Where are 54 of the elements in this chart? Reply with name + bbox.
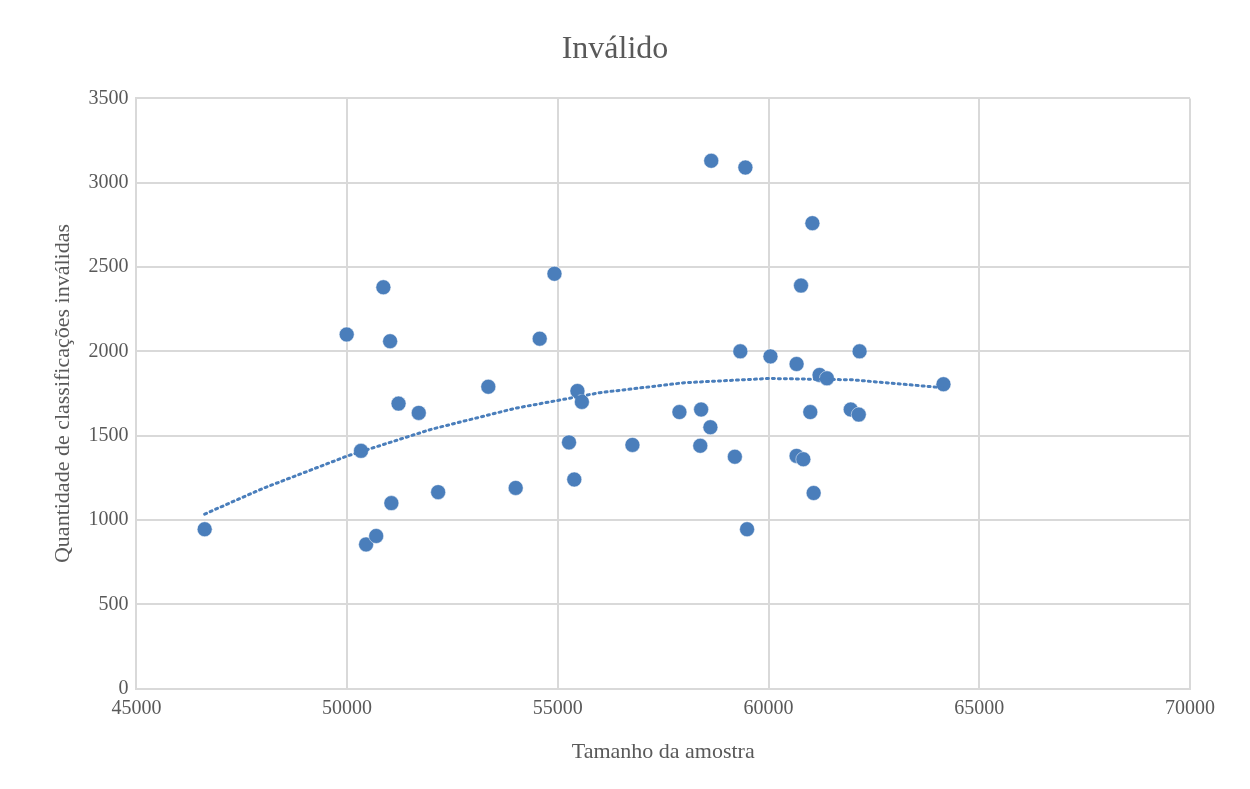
point <box>762 348 779 365</box>
x-tick-label: 55000 <box>532 695 583 718</box>
point <box>805 485 822 501</box>
point <box>935 376 952 392</box>
point <box>561 434 577 451</box>
point <box>358 536 374 553</box>
point <box>368 528 384 544</box>
point <box>566 471 583 488</box>
point <box>624 437 641 453</box>
point <box>480 379 497 395</box>
point <box>727 448 743 465</box>
x-tick-label: 60000 <box>743 695 794 718</box>
point <box>802 404 819 420</box>
x-tick-label: 50000 <box>322 695 373 718</box>
point <box>531 330 548 347</box>
point <box>383 495 400 511</box>
point <box>737 159 754 176</box>
point <box>507 480 524 496</box>
point <box>851 406 867 423</box>
point <box>692 438 709 454</box>
point <box>703 153 719 169</box>
y-tick-label: 3500 <box>88 85 129 108</box>
point <box>732 343 749 360</box>
x-axis-title: Tamanho da amostra <box>571 737 755 763</box>
point <box>795 451 812 468</box>
y-tick-label: 2000 <box>88 338 129 361</box>
chart-title: Inválido <box>561 28 669 65</box>
point <box>693 401 709 418</box>
point <box>804 215 821 231</box>
y-tick-label: 0 <box>118 675 129 698</box>
y-tick-label: 500 <box>98 591 129 614</box>
y-tick-label: 2500 <box>88 254 129 277</box>
x-tick-label: 45000 <box>111 695 162 718</box>
point <box>382 333 398 349</box>
point <box>574 394 590 410</box>
point <box>390 395 407 412</box>
point <box>411 405 427 421</box>
x-tick-label: 65000 <box>954 695 1005 718</box>
point <box>430 484 446 500</box>
y-axis-title: Quantidade de classificações inválidas <box>48 223 74 564</box>
point <box>671 404 688 420</box>
point <box>546 266 563 282</box>
point <box>851 343 868 360</box>
point <box>196 521 213 537</box>
y-tick-label: 1500 <box>88 422 129 445</box>
y-tick-label: 3000 <box>88 169 129 192</box>
x-tick-label: 70000 <box>1165 695 1215 718</box>
point <box>793 277 809 294</box>
point <box>788 356 805 372</box>
point <box>338 326 355 343</box>
point <box>702 419 719 435</box>
point <box>375 279 392 296</box>
y-tick-label: 1000 <box>88 507 129 530</box>
point <box>739 521 755 537</box>
